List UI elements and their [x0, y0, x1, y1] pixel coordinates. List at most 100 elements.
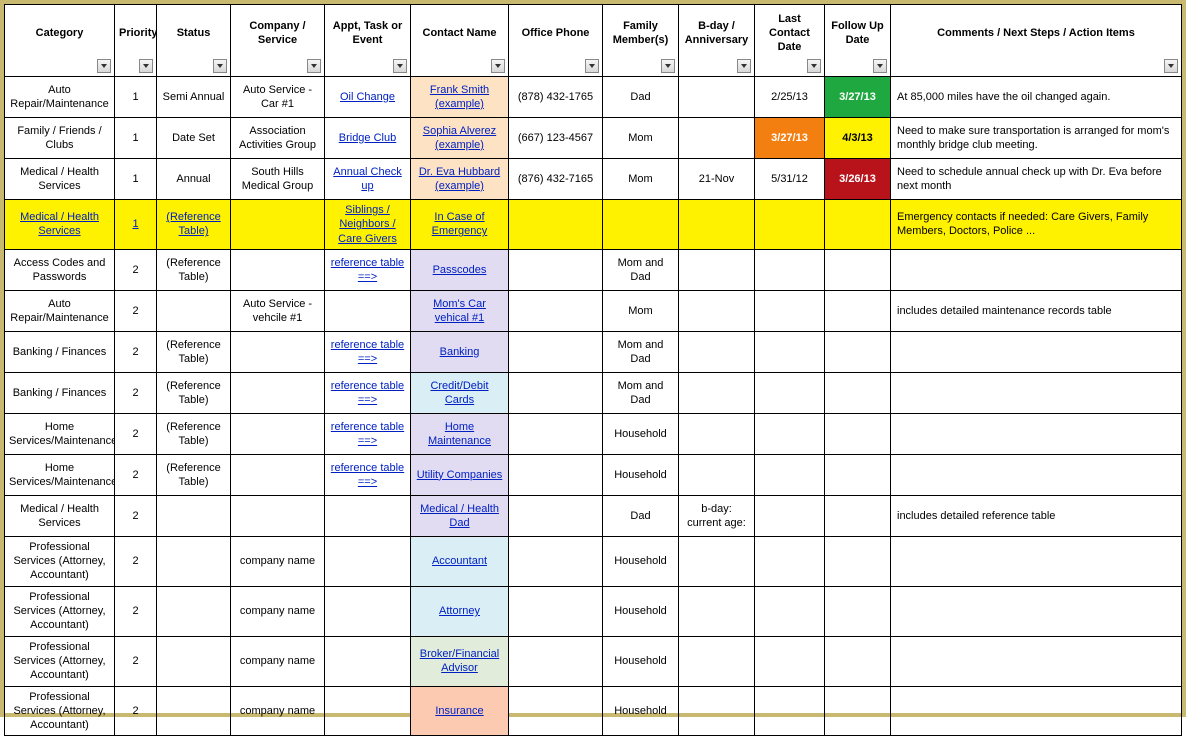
cell-link[interactable]: Annual Check up	[333, 166, 402, 192]
table-cell	[231, 495, 325, 536]
table-cell	[509, 249, 603, 290]
filter-dropdown-icon[interactable]	[491, 59, 505, 73]
filter-dropdown-icon[interactable]	[307, 59, 321, 73]
cell-link[interactable]: Home Maintenance	[428, 421, 491, 447]
column-header: Contact Name	[411, 5, 509, 77]
table-cell	[509, 636, 603, 686]
table-cell	[679, 118, 755, 159]
table-cell: 5/31/12	[755, 159, 825, 200]
table-cell: Household	[603, 413, 679, 454]
table-cell: Medical / Health Dad	[411, 495, 509, 536]
table-cell: includes detailed maintenance records ta…	[891, 290, 1182, 331]
table-cell	[825, 636, 891, 686]
table-cell	[825, 413, 891, 454]
cell-link[interactable]: Banking	[440, 346, 480, 358]
header-label: Follow Up Date	[831, 20, 884, 46]
table-cell: Mom and Dad	[603, 372, 679, 413]
header-label: B-day / Anniversary	[685, 20, 749, 46]
column-header: B-day / Anniversary	[679, 5, 755, 77]
table-row: Professional Services (Attorney, Account…	[5, 636, 1182, 686]
cell-link[interactable]: Insurance	[435, 705, 483, 717]
table-cell	[509, 586, 603, 636]
table-cell	[509, 290, 603, 331]
table-cell: Access Codes and Passwords	[5, 249, 115, 290]
table-cell: Credit/Debit Cards	[411, 372, 509, 413]
table-cell: Medical / Health Services	[5, 495, 115, 536]
header-label: Status	[177, 27, 211, 39]
column-header: Office Phone	[509, 5, 603, 77]
header-label: Priority	[119, 27, 157, 39]
header-row: CategoryPriorityStatusCompany / ServiceA…	[5, 5, 1182, 77]
table-cell: 21-Nov	[679, 159, 755, 200]
table-cell: reference table ==>	[325, 454, 411, 495]
column-header: Comments / Next Steps / Action Items	[891, 5, 1182, 77]
table-cell: (Reference Table)	[157, 454, 231, 495]
cell-link[interactable]: Siblings / Neighbors / Care Givers	[338, 204, 397, 245]
cell-link[interactable]: reference table ==>	[331, 257, 404, 283]
filter-dropdown-icon[interactable]	[737, 59, 751, 73]
table-cell: Semi Annual	[157, 77, 231, 118]
cell-link[interactable]: Accountant	[432, 555, 487, 567]
table-cell	[825, 331, 891, 372]
cell-link[interactable]: Passcodes	[433, 264, 487, 276]
table-row: Family / Friends / Clubs1Date SetAssocia…	[5, 118, 1182, 159]
table-cell	[509, 686, 603, 736]
table-cell: reference table ==>	[325, 331, 411, 372]
filter-dropdown-icon[interactable]	[393, 59, 407, 73]
cell-link[interactable]: Medical / Health Dad	[420, 503, 499, 529]
cell-link[interactable]: reference table ==>	[331, 462, 404, 488]
table-cell	[755, 636, 825, 686]
cell-link[interactable]: reference table ==>	[331, 339, 404, 365]
cell-link[interactable]: Credit/Debit Cards	[430, 380, 488, 406]
cell-link[interactable]: Utility Companies	[417, 469, 503, 481]
table-cell: (Reference Table)	[157, 372, 231, 413]
filter-dropdown-icon[interactable]	[661, 59, 675, 73]
cell-link[interactable]: Dr. Eva Hubbard (example)	[419, 166, 500, 192]
filter-dropdown-icon[interactable]	[97, 59, 111, 73]
table-cell: Accountant	[411, 536, 509, 586]
cell-link[interactable]: reference table ==>	[331, 380, 404, 406]
table-cell	[679, 290, 755, 331]
cell-link[interactable]: Frank Smith (example)	[430, 84, 489, 110]
table-cell	[891, 331, 1182, 372]
table-cell	[891, 413, 1182, 454]
cell-link[interactable]: Broker/Financial Advisor	[420, 648, 499, 674]
filter-dropdown-icon[interactable]	[1164, 59, 1178, 73]
table-cell: company name	[231, 536, 325, 586]
table-cell: Auto Service - Car #1	[231, 77, 325, 118]
cell-link[interactable]: 1	[132, 218, 138, 230]
table-cell: Household	[603, 454, 679, 495]
table-cell: Passcodes	[411, 249, 509, 290]
table-cell: Banking	[411, 331, 509, 372]
column-header: Category	[5, 5, 115, 77]
cell-link[interactable]: Medical / Health Services	[20, 211, 99, 237]
cell-link[interactable]: In Case of Emergency	[432, 211, 488, 237]
filter-dropdown-icon[interactable]	[139, 59, 153, 73]
cell-link[interactable]: Attorney	[439, 605, 480, 617]
filter-dropdown-icon[interactable]	[585, 59, 599, 73]
cell-link[interactable]: Bridge Club	[339, 132, 396, 144]
table-cell	[325, 686, 411, 736]
filter-dropdown-icon[interactable]	[873, 59, 887, 73]
table-row: Home Services/Maintenance/Utilities2(Ref…	[5, 413, 1182, 454]
table-cell: Insurance	[411, 686, 509, 736]
header-label: Contact Name	[423, 27, 497, 39]
cell-link[interactable]: Mom's Car vehical #1	[433, 298, 486, 324]
filter-dropdown-icon[interactable]	[213, 59, 227, 73]
table-cell	[891, 636, 1182, 686]
table-cell	[825, 586, 891, 636]
cell-link[interactable]: reference table ==>	[331, 421, 404, 447]
table-cell	[157, 536, 231, 586]
table-cell	[891, 454, 1182, 495]
cell-link[interactable]: Oil Change	[340, 91, 395, 103]
cell-link[interactable]: (Reference Table)	[166, 211, 220, 237]
table-cell	[603, 200, 679, 250]
table-cell: Household	[603, 586, 679, 636]
table-cell: Mom and Dad	[603, 249, 679, 290]
table-cell	[679, 372, 755, 413]
filter-dropdown-icon[interactable]	[807, 59, 821, 73]
table-cell	[679, 200, 755, 250]
cell-link[interactable]: Sophia Alverez (example)	[423, 125, 496, 151]
table-row: Banking / Finances2(Reference Table)refe…	[5, 372, 1182, 413]
table-cell: Mom	[603, 159, 679, 200]
